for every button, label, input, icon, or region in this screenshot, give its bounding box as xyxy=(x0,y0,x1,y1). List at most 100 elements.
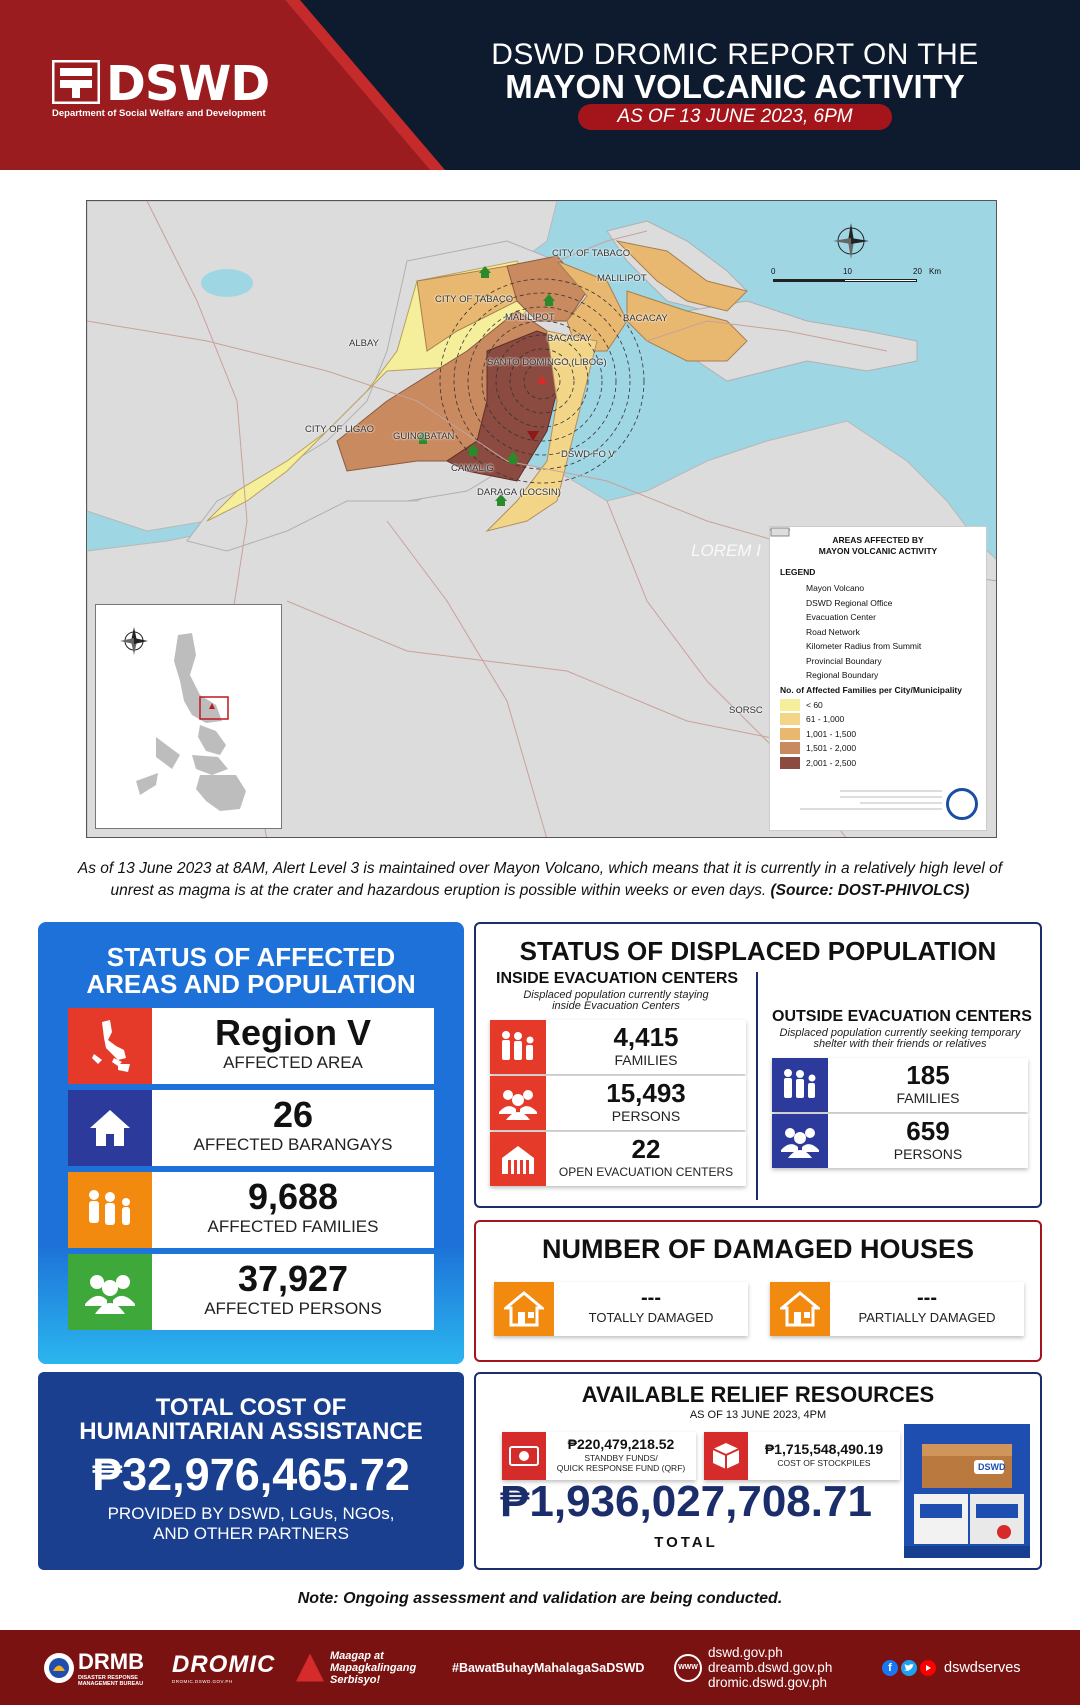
hashtag: #BawatBuhayMahalagaSaDSWD xyxy=(452,1630,644,1705)
cost-title-line1: TOTAL COST OF xyxy=(155,1394,347,1421)
website-link[interactable]: dromic.dswd.gov.ph xyxy=(708,1675,828,1690)
legend-item: Road Network xyxy=(770,529,976,640)
dswd-emblem-icon xyxy=(52,60,100,104)
family-icon xyxy=(772,1058,828,1112)
affected-panel-title: STATUS OF AFFECTED AREAS AND POPULATION xyxy=(38,944,464,998)
legend-range-label: 61 - 1,000 xyxy=(806,714,845,725)
stockpile-label: COST OF STOCKPILES xyxy=(777,1458,871,1468)
philippines-inset-map xyxy=(95,604,282,829)
open-ec-label: OPEN EVACUATION CENTERS xyxy=(558,1165,734,1179)
twitter-icon[interactable] xyxy=(901,1659,917,1676)
totally-damaged-card: --- TOTALLY DAMAGED xyxy=(494,1282,748,1336)
legend-item-label: Evacuation Center xyxy=(806,612,876,623)
website-link[interactable]: dswd.gov.ph xyxy=(708,1645,783,1660)
legend-item: Provincial Boundary xyxy=(770,527,976,669)
legend-item-label: Mayon Volcano xyxy=(806,583,865,594)
page-footer: DRMB DISASTER RESPONSE MANAGEMENT BUREAU… xyxy=(0,1630,1080,1705)
affected-title-line2: AREAS AND POPULATION xyxy=(86,969,416,999)
partially-damaged-value: --- xyxy=(917,1287,937,1309)
legend-item: Evacuation Center xyxy=(771,528,976,625)
family-icon xyxy=(68,1172,152,1248)
affected-barangays-row: 26 AFFECTED BARANGAYS xyxy=(68,1090,434,1166)
globe-icon: WWW xyxy=(674,1653,702,1682)
evacuation-center-icon xyxy=(490,1132,546,1186)
legend-title-line2: MAYON VOLCANIC ACTIVITY xyxy=(818,546,938,556)
displaced-divider xyxy=(756,972,758,1200)
label-camalig: CAMALIG xyxy=(451,463,494,474)
family-icon xyxy=(490,1020,546,1074)
legend-range: 1,001 - 1,500 xyxy=(780,727,976,742)
legend-range: 61 - 1,000 xyxy=(780,712,976,727)
house-icon xyxy=(68,1090,152,1166)
website-link[interactable]: dreamb.dswd.gov.ph xyxy=(708,1660,833,1675)
cost-provider-note: PROVIDED BY DSWD, LGUs, NGOs, AND OTHER … xyxy=(38,1504,464,1544)
outside-families-label: FAMILIES xyxy=(896,1090,960,1106)
inside-persons-label: PERSONS xyxy=(611,1108,681,1124)
map-legend: AREAS AFFECTED BY MAYON VOLCANIC ACTIVIT… xyxy=(769,526,987,831)
standby-funds-value: ₱220,479,218.52 xyxy=(567,1436,675,1452)
label-bacacay-east: BACACAY xyxy=(623,313,668,324)
affected-persons-label: AFFECTED PERSONS xyxy=(204,1299,382,1318)
tagline-line2: Mapagkalingang xyxy=(330,1661,417,1674)
standby-funds-label-line1: STANDBY FUNDS/ xyxy=(584,1453,658,1463)
partially-damaged-label: PARTIALLY DAMAGED xyxy=(858,1310,996,1325)
totally-damaged-label: TOTALLY DAMAGED xyxy=(588,1310,714,1325)
outside-families-card: 185 FAMILIES xyxy=(772,1058,1028,1112)
label-albay: ALBAY xyxy=(349,338,379,349)
persons-icon xyxy=(490,1076,546,1130)
money-icon xyxy=(502,1432,546,1480)
tagline-emblem-icon xyxy=(296,1653,324,1682)
legend-title-line1: AREAS AFFECTED BY xyxy=(832,535,924,545)
persons-icon xyxy=(772,1114,828,1168)
label-ligao: CITY OF LIGAO xyxy=(305,424,374,435)
legend-range-label: 1,001 - 1,500 xyxy=(806,728,857,739)
legend-item-label: Provincial Boundary xyxy=(806,655,882,666)
inside-persons-value: 15,493 xyxy=(606,1078,686,1108)
inside-ec-description: Displaced population currently staying i… xyxy=(496,990,736,1012)
legend-item-label: Regional Boundary xyxy=(806,670,879,681)
label-malilipot-north: MALILIPOT xyxy=(597,273,647,284)
inside-families-value: 4,415 xyxy=(613,1022,679,1052)
social-handle[interactable]: dswdserves xyxy=(944,1659,1021,1676)
scale-unit: Km xyxy=(929,267,941,276)
volcano-advisory: As of 13 June 2023 at 8AM, Alert Level 3… xyxy=(60,858,1020,902)
legend-range-label: 1,501 - 2,000 xyxy=(806,743,857,754)
relief-goods-image: DSWD xyxy=(904,1424,1030,1558)
label-dswd-fo: DSWD FO V xyxy=(561,449,615,460)
inside-ec-desc-line1: Displaced population currently staying xyxy=(523,989,709,1001)
scale-tick-0: 0 xyxy=(771,267,776,276)
open-ec-card: 22 OPEN EVACUATION CENTERS xyxy=(490,1132,746,1186)
legend-families-heading: No. of Affected Families per City/Munici… xyxy=(780,684,962,695)
facebook-icon[interactable]: f xyxy=(882,1659,898,1676)
tagline-block: Maagap at Mapagkalingang Serbisyo! xyxy=(296,1630,416,1705)
label-malilipot: MALILIPOT xyxy=(505,312,555,323)
legend-range-label: < 60 xyxy=(806,699,823,710)
drmb-emblem-icon xyxy=(44,1652,74,1683)
assessment-note: Note: Ongoing assessment and validation … xyxy=(297,1590,783,1607)
youtube-icon[interactable] xyxy=(920,1659,936,1676)
advisory-text: As of 13 June 2023 at 8AM, Alert Level 3… xyxy=(77,860,1003,899)
dromic-logo: DROMIC DROMIC.DSWD.GOV.PH xyxy=(172,1630,275,1705)
outside-persons-label: PERSONS xyxy=(893,1146,963,1162)
label-santo-domingo: SANTO DOMINGO (LIBOG) xyxy=(487,357,607,368)
legend-item-label: Road Network xyxy=(806,626,860,637)
inside-families-label: FAMILIES xyxy=(614,1052,678,1068)
totally-damaged-value: --- xyxy=(641,1287,661,1309)
standby-funds-label-line2: QUICK RESPONSE FUND (QRF) xyxy=(556,1463,686,1473)
advisory-source: (Source: DOST-PHIVOLCS) xyxy=(770,882,970,899)
legend-range: 2,001 - 2,500 xyxy=(780,756,976,771)
philippines-map-icon xyxy=(68,1008,152,1084)
report-title-line1: DSWD DROMIC REPORT ON THE xyxy=(491,38,979,71)
mayon-volcano-marker xyxy=(537,375,547,384)
hashtag-text: #BawatBuhayMahalagaSaDSWD xyxy=(452,1660,645,1675)
drmb-sub-line2: MANAGEMENT BUREAU xyxy=(78,1680,144,1687)
partially-damaged-card: --- PARTIALLY DAMAGED xyxy=(770,1282,1024,1336)
standby-funds-card: ₱220,479,218.52 STANDBY FUNDS/ QUICK RES… xyxy=(502,1432,696,1480)
dswd-fo-marker xyxy=(527,431,539,441)
affected-families-label: AFFECTED FAMILIES xyxy=(207,1217,379,1236)
legend-item-label: DSWD Regional Office xyxy=(806,597,893,608)
report-title-line2: MAYON VOLCANIC ACTIVITY xyxy=(505,68,965,105)
outside-persons-card: 659 PERSONS xyxy=(772,1114,1028,1168)
affected-barangays-value: 26 xyxy=(272,1094,314,1135)
legend-credits xyxy=(780,786,942,820)
